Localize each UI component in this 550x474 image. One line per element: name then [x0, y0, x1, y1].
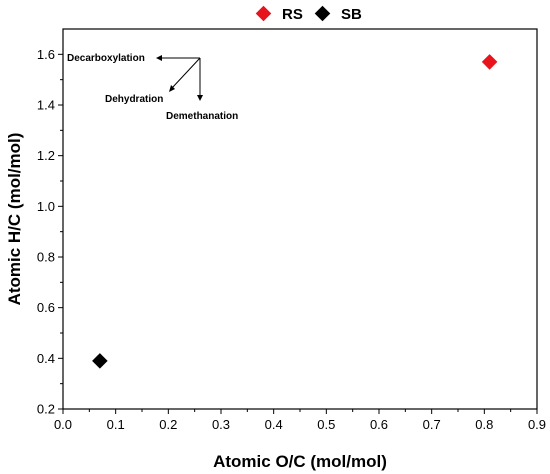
- legend: RS SB: [255, 5, 362, 23]
- y-tick-label: 1.0: [37, 199, 55, 214]
- dehydration-arrowhead: [169, 85, 175, 92]
- x-tick-label: 0.1: [107, 417, 125, 432]
- y-tick-label: 1.4: [37, 98, 55, 113]
- x-tick-label: 0.9: [528, 417, 546, 432]
- y-tick-label: 0.4: [37, 351, 55, 366]
- decarboxylation-arrowhead: [156, 55, 162, 61]
- x-axis-title: Atomic O/C (mol/mol): [213, 452, 387, 471]
- legend-label-rs: RS: [282, 6, 303, 23]
- annotation-dehydration: Dehydration: [105, 94, 163, 105]
- y-tick-label: 0.6: [37, 300, 55, 315]
- annotation-demethanation: Demethanation: [166, 111, 238, 122]
- x-tick-label: 0.2: [159, 417, 177, 432]
- x-tick-label: 0.8: [475, 417, 493, 432]
- data-point-rs: [481, 54, 498, 70]
- legend-marker-sb: [314, 5, 331, 22]
- y-tick-label: 1.6: [37, 47, 55, 62]
- legend-label-sb: SB: [341, 6, 362, 23]
- annotation-decarboxylation: Decarboxylation: [67, 53, 145, 64]
- legend-marker-rs: [255, 5, 272, 22]
- x-tick-label: 0.4: [265, 417, 283, 432]
- demethanation-arrowhead: [197, 95, 203, 101]
- dehydration-arrow: [171, 57, 201, 89]
- plot-area-frame: [62, 28, 538, 410]
- y-tick-label: 1.2: [37, 148, 55, 163]
- reaction-annotations: Decarboxylation Dehydration Demethanatio…: [67, 53, 238, 122]
- x-axis: 0.0 0.1 0.2 0.3 0.4 0.5 0.6 0.7 0.8 0.9: [54, 409, 546, 432]
- x-tick-label: 0.0: [54, 417, 72, 432]
- y-tick-label: 0.2: [37, 402, 55, 417]
- x-tick-label: 0.5: [317, 417, 335, 432]
- y-tick-label: 0.8: [37, 250, 55, 265]
- x-tick-label: 0.7: [423, 417, 441, 432]
- y-axis-title: Atomic H/C (mol/mol): [5, 133, 24, 306]
- y-axis: 0.2 0.4 0.6 0.8 1.0 1.2 1.4 1.6: [37, 47, 63, 417]
- x-tick-label: 0.6: [370, 417, 388, 432]
- x-tick-label: 0.3: [212, 417, 230, 432]
- data-point-sb: [92, 353, 108, 369]
